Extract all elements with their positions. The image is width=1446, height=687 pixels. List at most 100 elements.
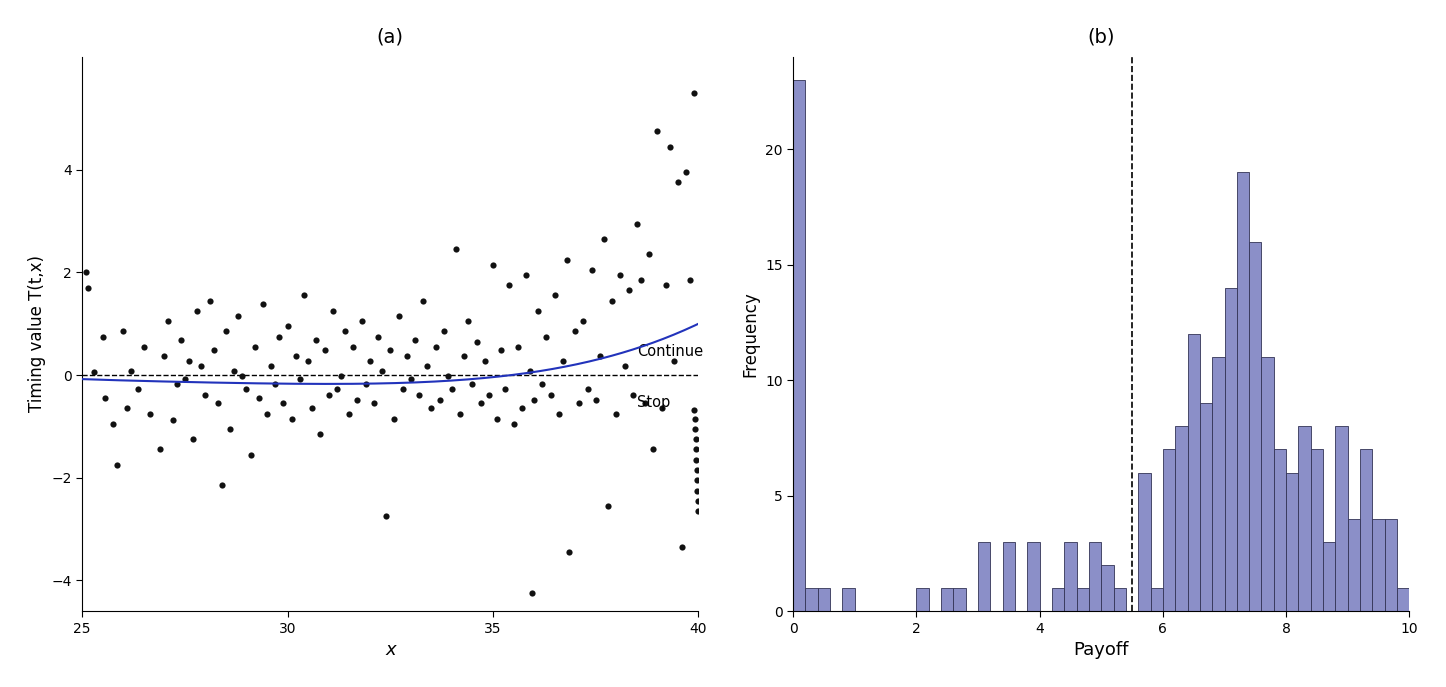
Point bbox=[288, 374, 311, 385]
Bar bbox=[1102, 565, 1113, 611]
Point bbox=[370, 365, 393, 376]
Bar bbox=[1200, 403, 1212, 611]
Point bbox=[379, 345, 402, 356]
Text: Stop: Stop bbox=[636, 394, 669, 409]
Bar bbox=[1089, 542, 1102, 611]
Point bbox=[617, 285, 641, 296]
Bar bbox=[817, 588, 830, 611]
Point bbox=[662, 355, 685, 366]
Point bbox=[341, 341, 364, 352]
Point bbox=[334, 326, 357, 337]
Point bbox=[161, 415, 184, 426]
Point bbox=[685, 464, 709, 475]
Point bbox=[182, 433, 205, 444]
Point bbox=[189, 360, 213, 371]
Bar bbox=[1151, 588, 1163, 611]
Point bbox=[174, 374, 197, 385]
Point bbox=[580, 264, 603, 275]
Point bbox=[671, 541, 694, 552]
Point bbox=[604, 408, 628, 419]
Point bbox=[207, 398, 230, 409]
Bar bbox=[1064, 542, 1077, 611]
Point bbox=[466, 336, 489, 347]
Point bbox=[178, 355, 201, 366]
Point bbox=[366, 331, 389, 342]
Point bbox=[535, 331, 558, 342]
Bar bbox=[1212, 357, 1225, 611]
Point bbox=[684, 444, 707, 455]
Point bbox=[649, 403, 672, 414]
Point bbox=[685, 475, 709, 486]
Point bbox=[490, 345, 513, 356]
Point bbox=[149, 444, 172, 455]
Point bbox=[272, 398, 295, 409]
Point bbox=[551, 355, 574, 366]
Point bbox=[252, 299, 275, 310]
Point bbox=[363, 398, 386, 409]
Point bbox=[638, 249, 661, 260]
Point bbox=[312, 345, 335, 356]
Point bbox=[111, 326, 134, 337]
Title: (a): (a) bbox=[377, 27, 403, 47]
Bar bbox=[1348, 519, 1361, 611]
Point bbox=[522, 394, 545, 405]
X-axis label: x: x bbox=[385, 641, 396, 660]
Bar bbox=[1274, 449, 1285, 611]
Point bbox=[448, 408, 471, 419]
Point bbox=[247, 393, 270, 404]
Point bbox=[568, 398, 591, 409]
Point bbox=[198, 295, 221, 306]
Point bbox=[359, 355, 382, 366]
Point bbox=[82, 367, 106, 378]
Bar bbox=[1261, 357, 1274, 611]
Point bbox=[263, 379, 286, 390]
Point bbox=[346, 394, 369, 405]
Point bbox=[544, 290, 567, 301]
Point bbox=[292, 290, 315, 301]
Bar bbox=[1299, 427, 1310, 611]
Point bbox=[444, 244, 467, 255]
Point bbox=[169, 335, 192, 346]
Bar bbox=[1397, 588, 1410, 611]
Point bbox=[469, 398, 492, 409]
Point bbox=[395, 350, 418, 361]
Point bbox=[432, 326, 455, 337]
Y-axis label: Frequency: Frequency bbox=[742, 291, 759, 377]
Point bbox=[399, 374, 422, 385]
Point bbox=[210, 480, 233, 491]
Bar bbox=[1187, 334, 1200, 611]
Point bbox=[437, 370, 460, 381]
Bar bbox=[1138, 473, 1151, 611]
Point bbox=[683, 405, 706, 416]
Point bbox=[388, 311, 411, 322]
Point bbox=[194, 389, 217, 400]
Point bbox=[526, 305, 549, 316]
Point bbox=[375, 510, 398, 521]
Point bbox=[106, 460, 129, 471]
Bar bbox=[1236, 172, 1249, 611]
Point bbox=[629, 275, 652, 286]
Text: Continue: Continue bbox=[636, 344, 703, 359]
Point bbox=[457, 315, 480, 326]
Point bbox=[218, 423, 241, 434]
Bar bbox=[977, 542, 991, 611]
Point bbox=[678, 275, 701, 286]
Bar bbox=[1323, 542, 1336, 611]
Point bbox=[202, 345, 226, 356]
Point bbox=[317, 389, 340, 400]
Point bbox=[593, 234, 616, 245]
Bar bbox=[1372, 519, 1385, 611]
Point bbox=[531, 379, 554, 390]
Point bbox=[486, 413, 509, 424]
Point bbox=[675, 167, 698, 178]
Bar bbox=[843, 588, 855, 611]
Point bbox=[338, 408, 362, 419]
Point bbox=[477, 389, 500, 400]
Bar bbox=[1027, 542, 1040, 611]
Point bbox=[412, 295, 435, 306]
Point bbox=[547, 408, 570, 419]
Point bbox=[497, 280, 521, 291]
Point bbox=[120, 365, 143, 376]
Point bbox=[305, 335, 328, 346]
Point bbox=[301, 403, 324, 414]
